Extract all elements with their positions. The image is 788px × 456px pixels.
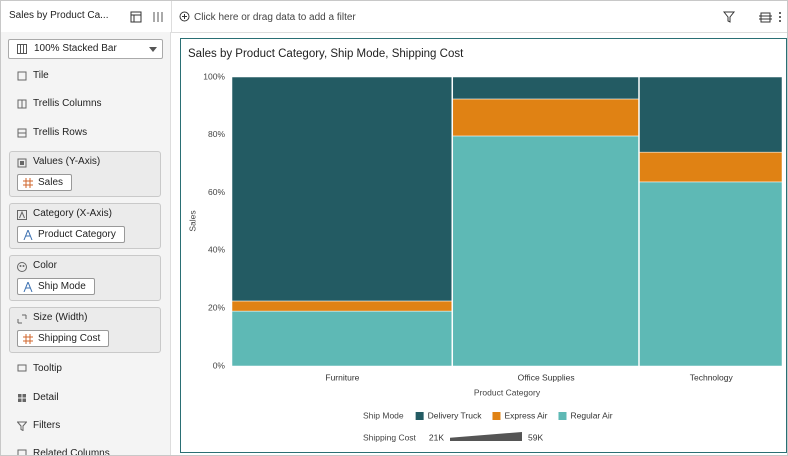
- tab-icons[interactable]: [130, 11, 166, 23]
- pill[interactable]: Ship Mode: [17, 278, 95, 295]
- y-tick-label: 80%: [208, 129, 225, 139]
- y-tick-label: 40%: [208, 245, 225, 255]
- drop-section[interactable]: Category (X-Axis) Product Category: [9, 203, 161, 249]
- y-tick-label: 0%: [213, 360, 226, 370]
- tab[interactable]: Sales by Product Ca...: [1, 1, 172, 32]
- item-label: Tooltip: [33, 363, 62, 374]
- pill-label: Sales: [38, 177, 64, 188]
- legend-title: Ship Mode: [363, 410, 404, 420]
- chart-type-dropdown[interactable]: 100% Stacked Bar: [8, 39, 163, 59]
- chart-type: 100% Stacked Bar: [34, 43, 117, 54]
- item-label: Filters: [33, 420, 61, 431]
- pill-label: Ship Mode: [38, 281, 86, 292]
- size-legend-max: 59K: [528, 432, 543, 442]
- pill-label: Product Category: [38, 229, 116, 240]
- x-axis-title: Product Category: [474, 387, 541, 397]
- size-legend-min: 21K: [429, 432, 444, 442]
- pill-label: Shipping Cost: [38, 333, 101, 344]
- item-label: Detail: [33, 392, 59, 403]
- bar-segment: [231, 76, 453, 302]
- legend-label: Delivery Truck: [428, 410, 483, 420]
- chart: Sales by Product Category, Ship Mode, Sh…: [180, 38, 787, 453]
- top-bar: [1, 1, 787, 33]
- size-legend-wedge: [450, 432, 522, 441]
- filter-prompt[interactable]: Click here or drag data to add a filter: [194, 12, 356, 23]
- bar-segment: [231, 300, 453, 312]
- y-tick-label: 100%: [203, 71, 225, 81]
- pill[interactable]: Sales: [17, 174, 73, 191]
- x-tick-label: Furniture: [325, 372, 359, 382]
- section-title: Category (X-Axis): [33, 208, 112, 219]
- legend-swatch: [492, 412, 501, 420]
- section-title: Color: [33, 260, 57, 271]
- y-tick-label: 60%: [208, 187, 225, 197]
- bar-segment: [452, 135, 639, 367]
- grammar-panel: 100% Stacked Bar Tile Trellis Columns Tr…: [1, 32, 171, 456]
- legend-label: Regular Air: [570, 410, 612, 420]
- x-tick-label: Technology: [690, 372, 734, 382]
- bar-segment: [639, 181, 783, 367]
- bar-segment: [452, 98, 639, 137]
- chart-title: Sales by Product Category, Ship Mode, Sh…: [188, 48, 464, 60]
- item-label: Trellis Rows: [33, 127, 88, 138]
- x-tick-label: Office Supplies: [518, 372, 575, 382]
- y-axis-title: Sales: [187, 210, 197, 231]
- bar-segment: [639, 151, 783, 183]
- toolbar-icons[interactable]: [723, 10, 783, 24]
- section-title: Size (Width): [33, 312, 88, 323]
- drop-section[interactable]: Color Ship Mode: [9, 255, 161, 301]
- item-label: Related Columns: [33, 448, 110, 456]
- item-label: Trellis Columns: [33, 98, 102, 109]
- legend-swatch: [558, 412, 567, 420]
- drop-section[interactable]: Size (Width) Shipping Cost: [9, 307, 161, 353]
- legend-label: Express Air: [504, 410, 547, 420]
- bar-segment: [231, 310, 453, 367]
- legend-swatch: [415, 412, 424, 420]
- size-legend-title: Shipping Cost: [363, 432, 417, 442]
- bar-segment: [452, 76, 639, 100]
- pill[interactable]: Shipping Cost: [17, 330, 110, 347]
- section-title: Values (Y-Axis): [33, 156, 101, 167]
- tab-title: Sales by Product Ca...: [9, 10, 109, 21]
- y-tick-label: 20%: [208, 302, 225, 312]
- drop-section[interactable]: Values (Y-Axis) Sales: [9, 151, 161, 197]
- item-label: Tile: [33, 70, 49, 81]
- bar-segment: [639, 76, 783, 153]
- add-filter-icon[interactable]: [179, 11, 190, 22]
- pill[interactable]: Product Category: [17, 226, 125, 243]
